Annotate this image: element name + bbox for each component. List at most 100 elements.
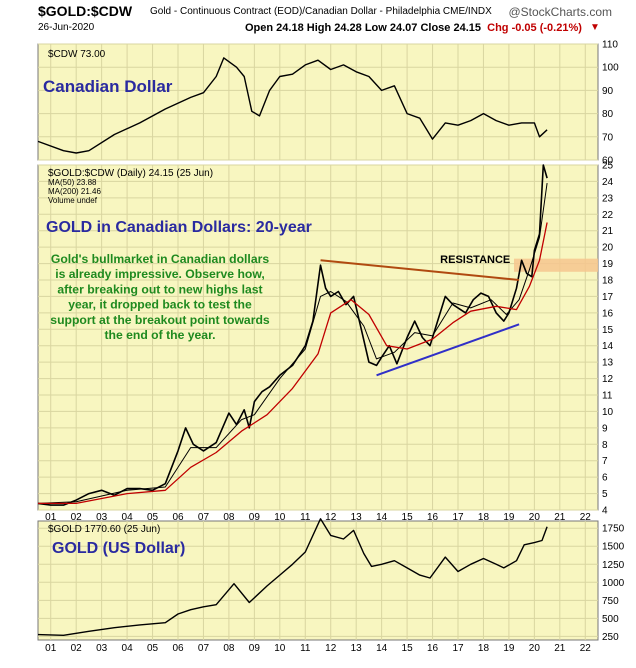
gold-cad-ytick-label: 6 <box>602 473 608 484</box>
x-tick-label: 13 <box>351 643 363 654</box>
gold-cad-ytick-label: 8 <box>602 440 608 451</box>
x-tick-label: 01 <box>45 512 57 523</box>
chart-symbol: $GOLD:$CDW <box>38 3 133 19</box>
x-tick-label: 13 <box>351 512 363 523</box>
resistance-label: RESISTANCE <box>440 254 510 266</box>
gold-cad-ytick-label: 15 <box>602 325 614 336</box>
gold-cad-ytick-label: 20 <box>602 243 614 254</box>
chart-description: Gold - Continuous Contract (EOD)/Canadia… <box>150 6 492 17</box>
x-tick-label: 07 <box>198 512 210 523</box>
x-tick-label: 12 <box>325 512 337 523</box>
gold-usd-panel: 250 500 750 1000 1250 1500 1750 $GOLD 1770.60 (… <box>37 518 625 654</box>
gold-cad-ytick-label: 9 <box>602 423 608 434</box>
x-tick-label: 12 <box>325 643 337 654</box>
gold-usd-title: GOLD (US Dollar) <box>52 540 185 557</box>
x-tick-label: 11 <box>300 512 311 523</box>
annotation-line: support at the breakout point towards <box>50 313 270 327</box>
down-arrow-icon: ▼ <box>590 22 600 33</box>
gold-cad-ytick-label: 4 <box>602 506 608 517</box>
cad-ytick-label: 60 <box>602 156 614 167</box>
x-tick-label: 03 <box>96 512 108 523</box>
annotation-line: the end of the year. <box>104 328 215 342</box>
chart-header: $GOLD:$CDW Gold - Continuous Contract (E… <box>0 0 636 44</box>
cad-legend: $CDW 73.00 <box>48 49 106 60</box>
x-tick-label: 14 <box>376 512 388 523</box>
x-tick-label: 17 <box>452 512 464 523</box>
x-tick-label: 16 <box>427 512 439 523</box>
gold-cad-ytick-label: 12 <box>602 374 614 385</box>
gold-usd-plot-area <box>37 520 599 641</box>
resistance-band <box>514 258 598 272</box>
x-tick-label: 05 <box>147 512 159 523</box>
gold-cad-ytick-label: 23 <box>602 193 614 204</box>
annotation-line: Gold's bullmarket in Canadian dollars <box>51 252 269 266</box>
brand-link[interactable]: @StockCharts.com <box>508 5 612 19</box>
x-tick-label: 22 <box>580 643 592 654</box>
gold-cad-panel: 4 5 6 7 8 9 10 11 12 13 14 15 16 17 18 19 20 21 22 23 24 25 RE… <box>37 161 614 523</box>
annotation-line: is already impressive. Observe how, <box>55 267 265 281</box>
gold-cad-ytick-label: 10 <box>602 407 614 418</box>
x-tick-label: 20 <box>529 643 541 654</box>
cad-title: Canadian Dollar <box>43 77 173 96</box>
x-tick-label: 21 <box>554 643 566 654</box>
chart-date: 26-Jun-2020 <box>38 22 95 33</box>
cad-series-line <box>37 57 548 154</box>
x-tick-label: 19 <box>503 643 515 654</box>
gold-cad-price-line <box>37 164 548 506</box>
x-tick-label: 04 <box>122 643 134 654</box>
annotation-line: after breaking out to new highs last <box>57 282 262 296</box>
gold-usd-ytick-label: 250 <box>602 632 619 643</box>
x-tick-label: 06 <box>172 512 184 523</box>
gold-cad-ytick-label: 13 <box>602 358 614 369</box>
quote-change: Chg -0.05 (-0.21%) <box>487 22 582 34</box>
gold-usd-ytick-label: 500 <box>602 614 619 625</box>
x-tick-label: 19 <box>503 512 515 523</box>
cad-ytick-label: 70 <box>602 132 614 143</box>
x-tick-label: 18 <box>478 512 490 523</box>
gold-usd-ytick-label: 1000 <box>602 578 625 589</box>
gold-usd-ytick-label: 1750 <box>602 524 625 535</box>
cad-ytick-label: 100 <box>602 63 619 74</box>
gold-usd-ytick-label: 1250 <box>602 560 625 571</box>
x-tick-label: 02 <box>71 512 83 523</box>
gold-cad-title: GOLD in Canadian Dollars: 20-year <box>46 219 312 236</box>
support-line <box>376 323 520 377</box>
cad-ytick-label: 80 <box>602 109 614 120</box>
x-tick-label: 02 <box>71 643 83 654</box>
gold-cad-plot-area <box>37 164 599 511</box>
gold-cad-ytick-label: 11 <box>602 391 613 402</box>
x-tick-label: 08 <box>223 512 235 523</box>
x-tick-label: 11 <box>300 643 311 654</box>
x-tick-label: 17 <box>452 643 464 654</box>
x-tick-label: 06 <box>172 643 184 654</box>
gold-usd-legend: $GOLD 1770.60 (25 Jun) <box>48 524 160 535</box>
cad-ytick-label: 90 <box>602 86 614 97</box>
x-tick-label: 08 <box>223 643 235 654</box>
gold-usd-ytick-label: 750 <box>602 596 619 607</box>
gold-cad-legend-item: Volume undef <box>48 196 98 205</box>
cad-ytick-label: 110 <box>602 40 618 51</box>
x-tick-label: 16 <box>427 643 439 654</box>
cad-plot-area <box>37 43 599 161</box>
gold-cad-ytick-label: 22 <box>602 210 614 221</box>
gold-cad-ytick-label: 17 <box>602 292 614 303</box>
gold-cad-ytick-label: 16 <box>602 308 614 319</box>
x-tick-label: 10 <box>274 512 286 523</box>
x-tick-label: 01 <box>45 643 57 654</box>
x-tick-label: 09 <box>249 643 261 654</box>
gold-cad-legend-item: MA(200) 21.46 <box>48 187 101 196</box>
x-tick-label: 04 <box>122 512 134 523</box>
gold-cad-ytick-label: 5 <box>602 489 608 500</box>
x-tick-label: 07 <box>198 643 210 654</box>
resistance-line <box>320 259 520 281</box>
x-tick-label: 20 <box>529 512 541 523</box>
x-tick-label: 03 <box>96 643 108 654</box>
x-tick-label: 05 <box>147 643 159 654</box>
quote-main: Open 24.18 High 24.28 Low 24.07 Close 24… <box>245 22 482 34</box>
gold-cad-ytick-label: 24 <box>602 177 614 188</box>
gold-cad-ytick-label: 7 <box>602 456 608 467</box>
gold-usd-line <box>37 518 548 636</box>
x-tick-label: 21 <box>554 512 566 523</box>
gold-cad-ytick-label: 21 <box>602 226 614 237</box>
